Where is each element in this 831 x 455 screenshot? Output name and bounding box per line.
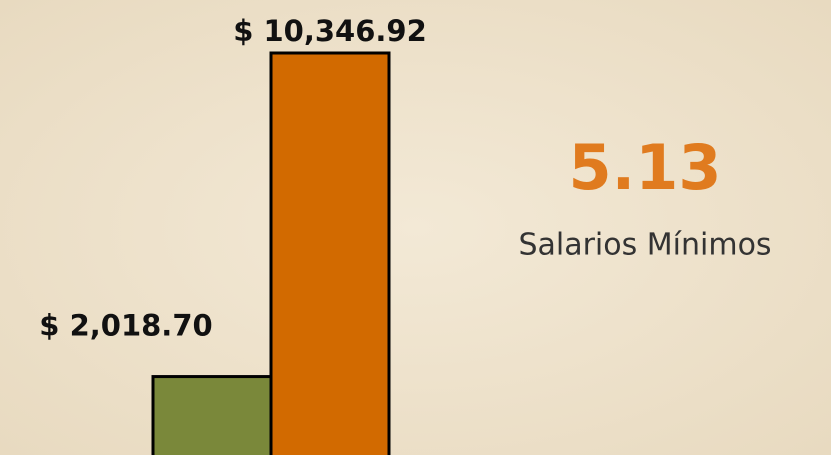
value-label: $ 10,346.92 [233,14,427,48]
value-label: $ 2,018.70 [39,309,212,343]
bar [151,375,273,455]
annotation-value: 5.13 [569,131,722,204]
bar [269,51,391,455]
annotation-text: Salarios Mínimos [518,228,771,263]
